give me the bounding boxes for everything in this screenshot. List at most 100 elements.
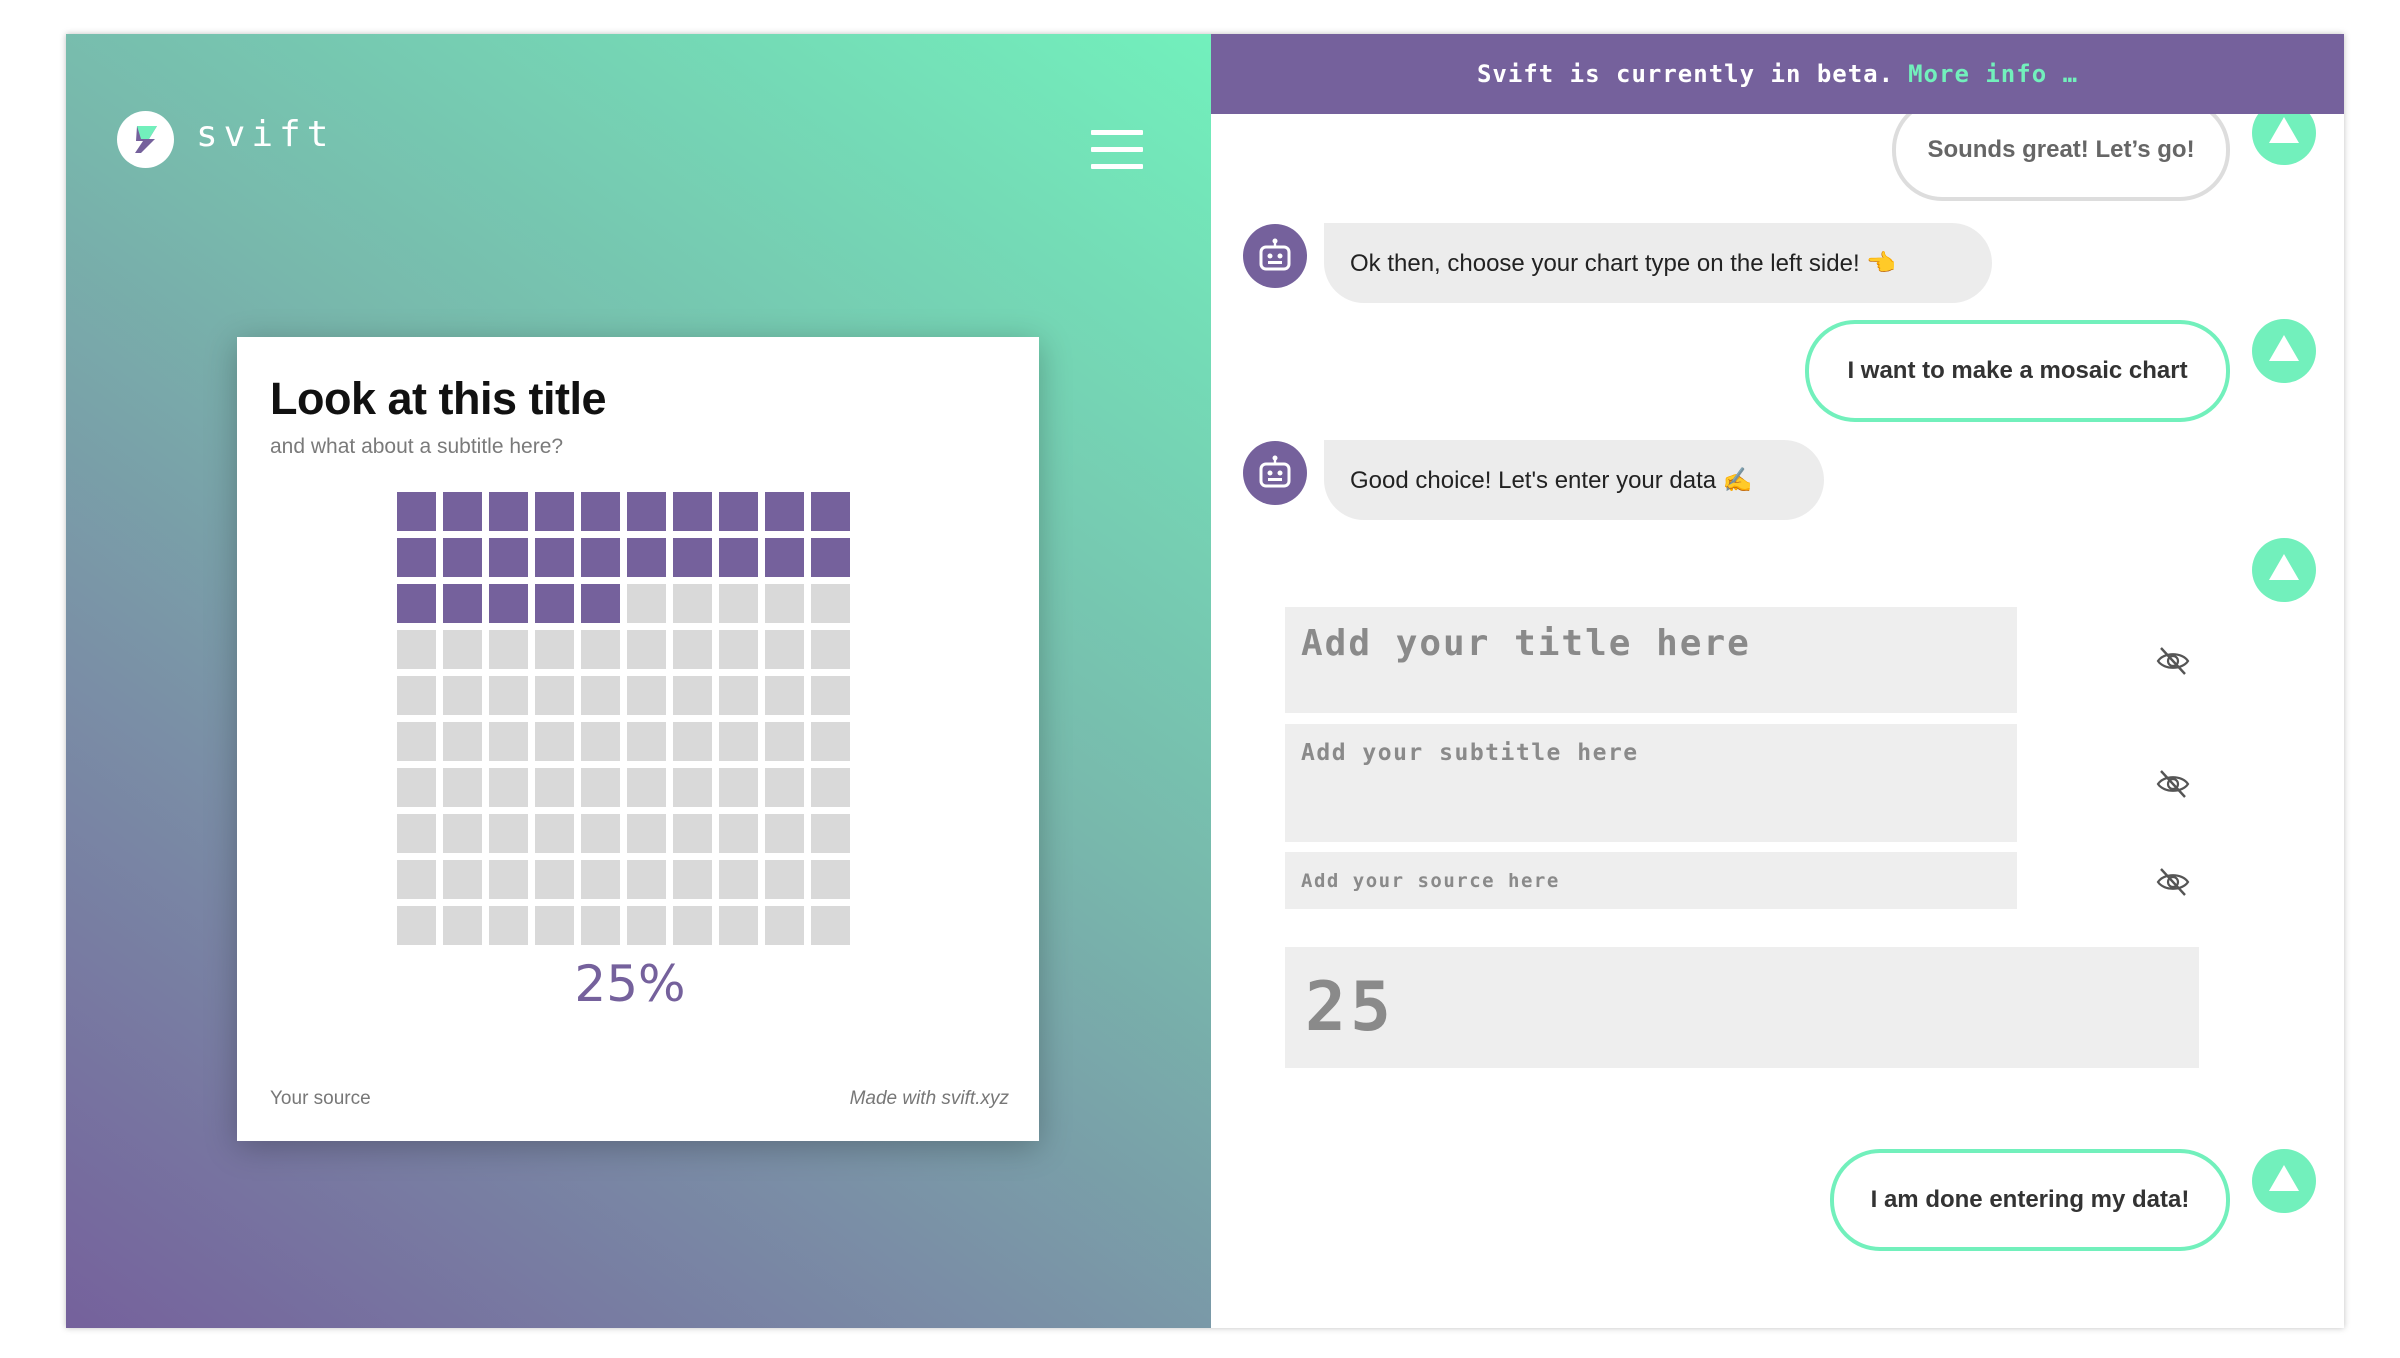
mosaic-cell-empty <box>719 860 758 899</box>
mosaic-cell-filled <box>581 492 620 531</box>
mosaic-cell-filled <box>443 538 482 577</box>
mosaic-cell-empty <box>673 768 712 807</box>
mosaic-cell-filled <box>489 584 528 623</box>
mosaic-cell-empty <box>719 814 758 853</box>
mosaic-cell-empty <box>765 906 804 945</box>
mosaic-cell-empty <box>397 860 436 899</box>
eye-off-icon[interactable] <box>2155 643 2191 679</box>
mosaic-cell-empty <box>719 768 758 807</box>
mosaic-cell-empty <box>765 584 804 623</box>
bot-message-1: Ok then, choose your chart type on the l… <box>1324 223 1992 303</box>
mosaic-cell-empty <box>673 584 712 623</box>
arrow-up-icon[interactable] <box>2252 1149 2316 1213</box>
mosaic-cell-empty <box>535 722 574 761</box>
mosaic-cell-empty <box>581 676 620 715</box>
mosaic-cell-empty <box>811 768 850 807</box>
bot-message-text: Good choice! Let's enter your data ✍️ <box>1350 466 1753 494</box>
mosaic-cell-filled <box>443 492 482 531</box>
brand-name: svift <box>196 114 335 155</box>
mosaic-cell-filled <box>765 538 804 577</box>
user-message-text: I want to make a mosaic chart <box>1847 357 2188 384</box>
mosaic-cell-filled <box>489 538 528 577</box>
mosaic-cell-empty <box>489 676 528 715</box>
done-button[interactable]: I am done entering my data! <box>1830 1149 2230 1251</box>
mosaic-cell-empty <box>765 722 804 761</box>
mosaic-cell-empty <box>719 722 758 761</box>
mosaic-cell-filled <box>811 492 850 531</box>
mosaic-cell-empty <box>765 814 804 853</box>
chart-preview-panel: svift Look at this title and what about … <box>66 34 1211 1328</box>
robot-icon <box>1243 224 1307 288</box>
mosaic-cell-empty <box>581 860 620 899</box>
chart-card: Look at this title and what about a subt… <box>237 337 1039 1141</box>
mosaic-cell-empty <box>719 584 758 623</box>
mosaic-cell-empty <box>489 722 528 761</box>
robot-icon <box>1243 441 1307 505</box>
logo-icon[interactable] <box>117 111 174 168</box>
mosaic-cell-empty <box>443 860 482 899</box>
mosaic-cell-filled <box>397 584 436 623</box>
mosaic-cell-empty <box>535 768 574 807</box>
mosaic-cell-empty <box>811 906 850 945</box>
chart-title: Look at this title <box>270 373 607 424</box>
mosaic-cell-empty <box>627 860 666 899</box>
mosaic-cell-empty <box>581 768 620 807</box>
mosaic-cell-empty <box>397 906 436 945</box>
mosaic-cell-empty <box>443 676 482 715</box>
eye-off-icon[interactable] <box>2155 766 2191 802</box>
mosaic-cell-empty <box>719 676 758 715</box>
mosaic-cell-empty <box>627 906 666 945</box>
mosaic-cell-filled <box>535 538 574 577</box>
mosaic-cell-empty <box>811 630 850 669</box>
eye-off-icon[interactable] <box>2155 864 2191 900</box>
user-message-2[interactable]: I want to make a mosaic chart <box>1805 320 2230 422</box>
mosaic-cell-empty <box>673 814 712 853</box>
mosaic-cell-empty <box>397 676 436 715</box>
mosaic-cell-filled <box>765 492 804 531</box>
mosaic-cell-empty <box>489 630 528 669</box>
mosaic-cell-empty <box>443 814 482 853</box>
subtitle-input[interactable] <box>1285 724 2017 842</box>
mosaic-cell-filled <box>673 492 712 531</box>
mosaic-cell-empty <box>535 630 574 669</box>
source-input[interactable] <box>1285 852 2017 909</box>
mosaic-cell-filled <box>811 538 850 577</box>
bot-message-2: Good choice! Let's enter your data ✍️ <box>1324 440 1824 520</box>
mosaic-cell-empty <box>443 630 482 669</box>
mosaic-cell-empty <box>673 860 712 899</box>
mosaic-cell-filled <box>443 584 482 623</box>
mosaic-cell-empty <box>443 768 482 807</box>
arrow-up-icon[interactable] <box>2252 538 2316 602</box>
mosaic-cell-empty <box>765 676 804 715</box>
mosaic-cell-empty <box>489 814 528 853</box>
mosaic-cell-empty <box>443 906 482 945</box>
mosaic-cell-empty <box>811 860 850 899</box>
mosaic-cell-empty <box>627 722 666 761</box>
mosaic-cell-empty <box>581 630 620 669</box>
mosaic-cell-empty <box>673 722 712 761</box>
percent-label: 25% <box>574 955 686 1013</box>
chart-subtitle: and what about a subtitle here? <box>270 435 564 458</box>
beta-text: Svift is currently in beta. <box>1476 60 1895 88</box>
mosaic-cell-empty <box>673 906 712 945</box>
mosaic-cell-filled <box>397 538 436 577</box>
mosaic-cell-empty <box>489 906 528 945</box>
mosaic-cell-empty <box>765 768 804 807</box>
menu-icon[interactable] <box>1091 130 1143 170</box>
user-message-1[interactable]: Sounds great! Let’s go! <box>1892 99 2230 201</box>
mosaic-cell-empty <box>627 676 666 715</box>
mosaic-cell-filled <box>673 538 712 577</box>
more-info-link[interactable]: More info … <box>1908 60 2079 88</box>
title-input[interactable] <box>1285 607 2017 713</box>
arrow-up-icon[interactable] <box>2252 319 2316 383</box>
mosaic-cell-filled <box>489 492 528 531</box>
mosaic-cell-empty <box>535 860 574 899</box>
mosaic-cell-empty <box>673 676 712 715</box>
mosaic-cell-empty <box>489 768 528 807</box>
mosaic-cell-empty <box>627 584 666 623</box>
mosaic-cell-filled <box>581 538 620 577</box>
mosaic-cell-empty <box>397 768 436 807</box>
mosaic-cell-empty <box>627 630 666 669</box>
value-input[interactable] <box>1285 947 2199 1068</box>
mosaic-cell-filled <box>719 492 758 531</box>
